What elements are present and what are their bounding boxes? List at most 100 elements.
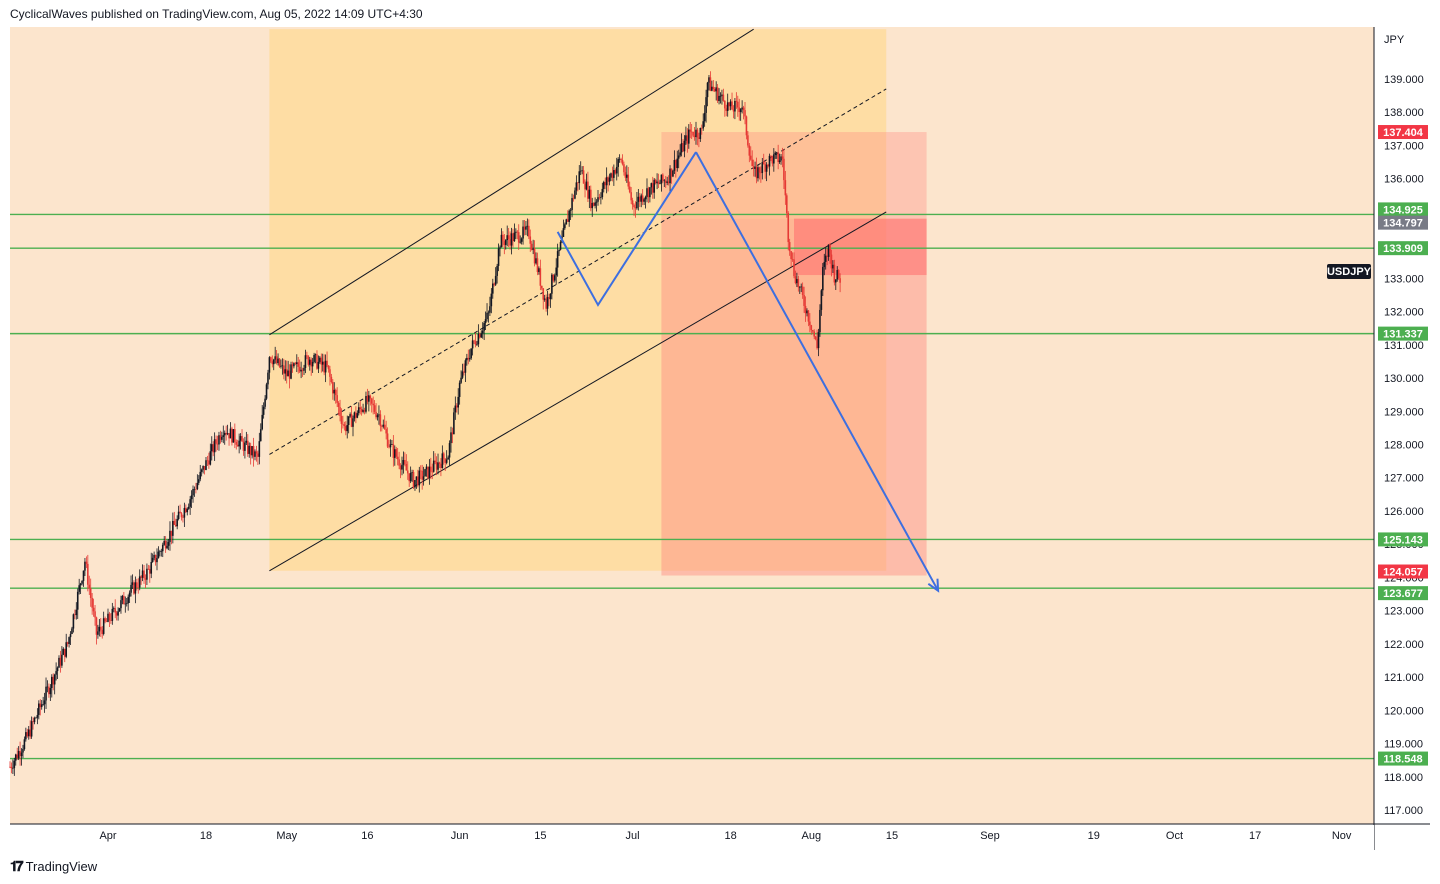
channel-upper-line[interactable] — [269, 28, 754, 336]
candle-body-520 — [758, 167, 761, 173]
candle-body-163 — [244, 442, 246, 451]
candle-body-155 — [232, 429, 235, 443]
candle-body-135 — [203, 465, 206, 470]
candle-body-376 — [551, 274, 553, 294]
candle-body-333 — [489, 306, 491, 313]
candle-body-207 — [307, 356, 310, 365]
parallel-channel[interactable] — [269, 28, 887, 572]
candle-body-136 — [205, 460, 207, 470]
candle-body-167 — [249, 445, 252, 456]
candle-body-88 — [136, 582, 138, 588]
tradingview-logo[interactable]: 𝟏𝟕 TradingView — [10, 858, 97, 875]
candle-body-505 — [736, 101, 739, 108]
candle-body-448 — [654, 179, 657, 184]
zigzag-line[interactable] — [556, 151, 697, 307]
stop-zone[interactable] — [661, 132, 927, 219]
candle-body-512 — [747, 135, 749, 146]
x-tick-label-5: 15 — [534, 830, 546, 842]
candle-body-258 — [381, 426, 383, 427]
candle-body-192 — [285, 369, 288, 377]
candle-body-264 — [389, 444, 392, 448]
price-tag-bg-7 — [1378, 586, 1428, 601]
candle-body-437 — [638, 196, 641, 202]
candle-body-210 — [311, 361, 314, 367]
candle-body-482 — [703, 112, 706, 122]
candle-body-239 — [353, 412, 356, 419]
channel-midline[interactable] — [269, 88, 887, 455]
candle-body-212 — [314, 354, 317, 356]
candle-body-427 — [624, 172, 627, 178]
candle-body-429 — [627, 174, 630, 187]
candle-body-572 — [833, 264, 836, 283]
projection-line[interactable] — [695, 151, 939, 592]
candle-body-419 — [613, 170, 615, 178]
price-tag-6: 124.057 — [1383, 567, 1423, 579]
candle-body-271 — [399, 465, 402, 470]
candle-body-168 — [251, 446, 253, 456]
candle-body-275 — [405, 464, 408, 471]
candle-body-23 — [42, 704, 44, 705]
candle-body-101 — [154, 554, 157, 563]
candle-body-166 — [248, 445, 251, 454]
candle-body-331 — [486, 312, 488, 320]
x-tick-label-7: 18 — [724, 830, 736, 842]
candle-body-508 — [741, 107, 743, 110]
candle-body-251 — [370, 398, 373, 404]
projection-arrow[interactable] — [695, 151, 940, 593]
candle-body-110 — [167, 542, 170, 546]
candle-body-356 — [522, 226, 524, 239]
candle-body-276 — [406, 470, 409, 474]
candle-body-46 — [75, 609, 78, 616]
candle-body-358 — [525, 226, 527, 230]
candle-body-507 — [739, 109, 742, 113]
candle-body-288 — [424, 469, 426, 477]
candle-body-534 — [778, 160, 781, 162]
candle-body-494 — [721, 94, 723, 96]
candle-body-133 — [200, 469, 203, 472]
candle-body-435 — [636, 201, 638, 209]
candle-body-472 — [689, 129, 692, 132]
channel-lower-line[interactable] — [269, 211, 887, 572]
horizontal-levels[interactable] — [10, 213, 1374, 760]
x-tick-label-0: Apr — [99, 830, 116, 842]
candle-body-216 — [320, 357, 323, 365]
zigzag-path[interactable] — [556, 151, 697, 307]
candle-body-436 — [637, 196, 640, 202]
candle-body-106 — [161, 544, 164, 552]
candle-body-86 — [133, 582, 135, 594]
candle-body-354 — [519, 241, 521, 243]
candle-body-10 — [23, 739, 26, 750]
candle-body-85 — [131, 582, 134, 585]
candle-body-524 — [764, 163, 766, 172]
candle-body-189 — [281, 365, 284, 367]
candle-body-484 — [706, 82, 709, 98]
candle-body-122 — [185, 507, 187, 513]
candle-body-351 — [515, 231, 517, 233]
candle-body-173 — [258, 441, 261, 457]
candle-body-502 — [732, 109, 735, 112]
candle-body-379 — [555, 267, 558, 276]
candle-body-83 — [128, 592, 131, 597]
candle-body-302 — [444, 458, 447, 463]
candle-body-225 — [333, 389, 336, 394]
candle-body-548 — [798, 286, 801, 288]
candle-body-458 — [669, 168, 671, 184]
candle-body-291 — [428, 466, 431, 478]
candle-body-504 — [735, 100, 738, 102]
candle-body-170 — [254, 451, 256, 457]
candle-body-7 — [19, 750, 21, 757]
candle-body-38 — [63, 648, 66, 657]
candle-body-196 — [291, 364, 294, 367]
candle-body-121 — [183, 507, 186, 518]
candle-body-35 — [59, 657, 62, 666]
candle-body-399 — [584, 183, 586, 190]
candle-body-278 — [409, 472, 412, 482]
candle-body-1 — [10, 766, 13, 769]
arrow-head — [927, 578, 940, 593]
candle-body-432 — [631, 200, 634, 205]
candle-body-514 — [749, 155, 752, 160]
short-position-zones[interactable] — [661, 132, 927, 576]
candle-body-91 — [140, 576, 142, 578]
candle-body-575 — [837, 270, 840, 279]
